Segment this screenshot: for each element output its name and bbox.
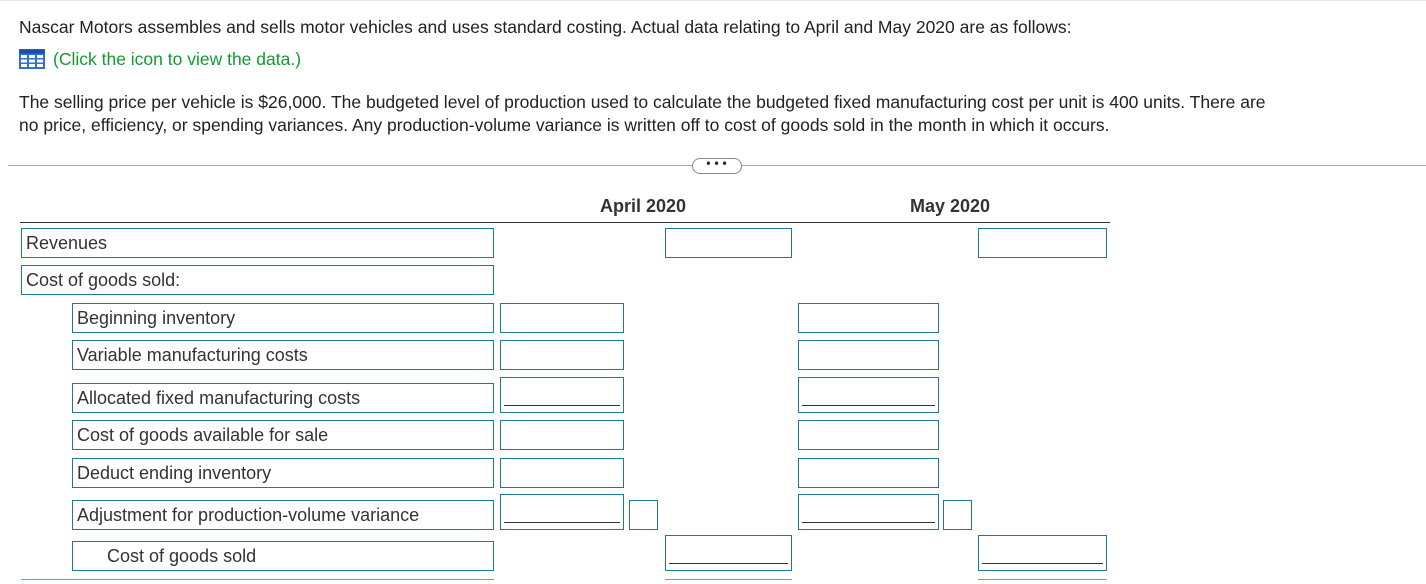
april-cogs-total-input[interactable] xyxy=(665,535,792,571)
row-label-cogs-total[interactable]: Cost of goods sold xyxy=(72,541,494,571)
may-adjustment-pvv-input[interactable] xyxy=(798,494,939,530)
row-label-adjustment-pvv[interactable]: Adjustment for production-volume varianc… xyxy=(72,500,494,530)
may-deduct-ending-input[interactable] xyxy=(798,458,939,488)
may-cogs-available-input[interactable] xyxy=(798,420,939,450)
april-allocated-fixed-input[interactable] xyxy=(500,377,624,413)
selling-price-text-line2: no price, efficiency, or spending varian… xyxy=(19,115,1110,135)
may-variable-mfg-input[interactable] xyxy=(798,340,939,370)
view-data-link[interactable]: (Click the icon to view the data.) xyxy=(19,47,301,71)
april-adjustment-fu-select[interactable] xyxy=(629,500,658,530)
row-label-cogs-available[interactable]: Cost of goods available for sale xyxy=(72,420,494,450)
may-adjustment-fu-select[interactable] xyxy=(943,500,972,530)
row-label-beginning-inventory[interactable]: Beginning inventory xyxy=(72,303,494,333)
april-revenues-input[interactable] xyxy=(665,228,792,258)
april-beginning-inventory-input[interactable] xyxy=(500,303,624,333)
may-cogs-total-input[interactable] xyxy=(978,535,1107,571)
top-border xyxy=(0,0,1426,1)
row-label-revenues[interactable]: Revenues xyxy=(21,228,494,258)
row-label-allocated-fixed[interactable]: Allocated fixed manufacturing costs xyxy=(72,383,494,413)
header-rule xyxy=(20,222,1110,223)
view-data-link-text[interactable]: (Click the icon to view the data.) xyxy=(53,48,302,69)
april-adjustment-pvv-input[interactable] xyxy=(500,494,624,530)
row-label-cogs-header[interactable]: Cost of goods sold: xyxy=(21,265,494,295)
may-beginning-inventory-input[interactable] xyxy=(798,303,939,333)
table-grid-icon[interactable] xyxy=(19,49,45,69)
intro-text: Nascar Motors assembles and sells motor … xyxy=(19,17,1072,37)
row-label-deduct-ending[interactable]: Deduct ending inventory xyxy=(72,458,494,488)
expand-more-button[interactable]: ••• xyxy=(692,158,742,174)
next-row-april-edge xyxy=(665,579,792,580)
column-header-may: May 2020 xyxy=(910,196,991,216)
selling-price-text-line1: The selling price per vehicle is $26,000… xyxy=(19,92,1266,112)
april-variable-mfg-input[interactable] xyxy=(500,340,624,370)
next-row-label-edge xyxy=(21,579,494,580)
april-cogs-available-input[interactable] xyxy=(500,420,624,450)
row-label-variable-mfg[interactable]: Variable manufacturing costs xyxy=(72,340,494,370)
column-header-april: April 2020 xyxy=(600,196,687,216)
next-row-may-edge xyxy=(978,579,1107,580)
april-deduct-ending-input[interactable] xyxy=(500,458,624,488)
may-allocated-fixed-input[interactable] xyxy=(798,377,939,413)
may-revenues-input[interactable] xyxy=(978,228,1107,258)
